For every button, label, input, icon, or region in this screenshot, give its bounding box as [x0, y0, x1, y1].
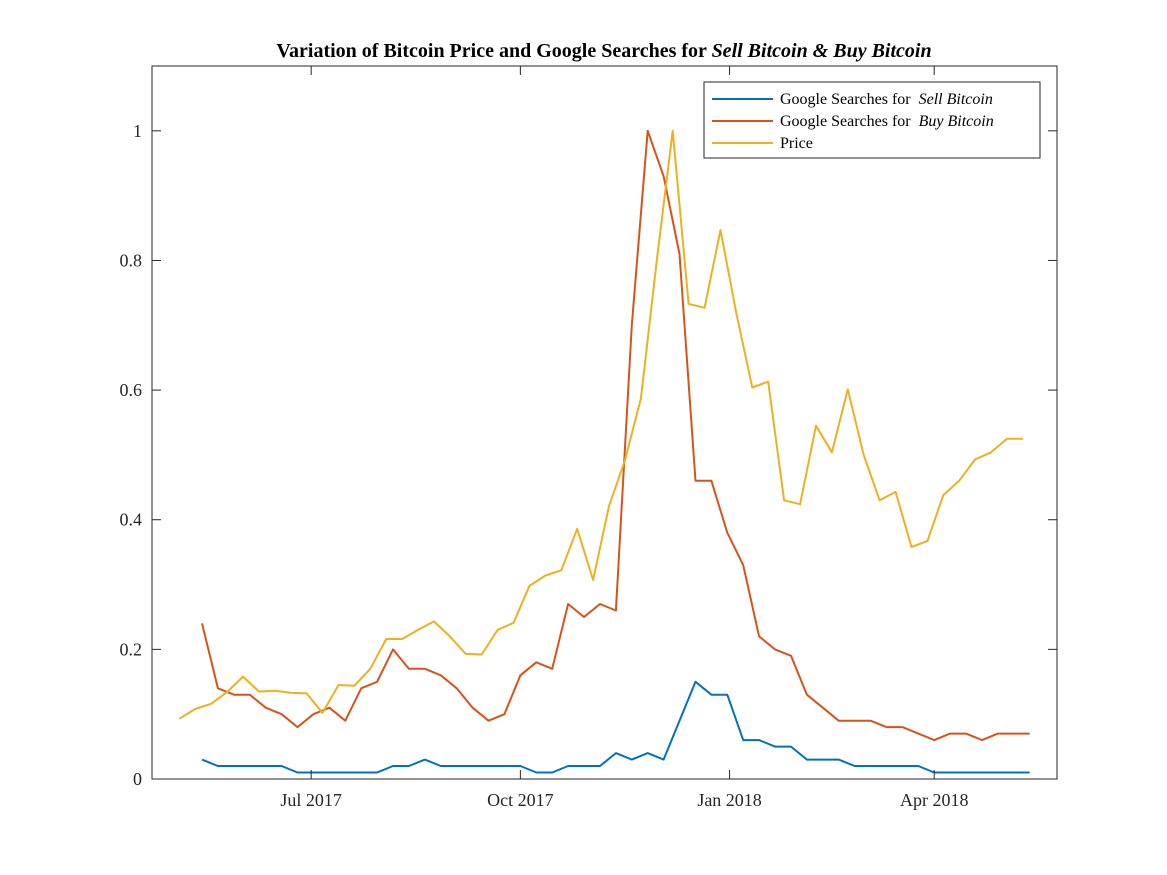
x-axis: Jul 2017 Oct 2017 Jan 2018 Apr 2018	[280, 66, 968, 810]
legend-label-1: Google Searches for Sell Bitcoin	[780, 91, 993, 108]
y-tick-label: 1	[133, 121, 142, 141]
legend-label-highlight: Sell Bitcoin	[919, 91, 993, 108]
series-line-2	[201, 129, 1030, 742]
chart-title-highlight: Sell Bitcoin & Buy Bitcoin	[712, 40, 932, 62]
legend-label-highlight: Buy Bitcoin	[919, 113, 994, 130]
legend-label-prefix: Google Searches for	[780, 113, 915, 130]
legend-label-prefix: Google Searches for	[780, 91, 915, 108]
series-line-3	[178, 129, 1023, 720]
plot-area	[152, 66, 1057, 779]
y-tick-label: 0	[133, 769, 142, 789]
legend-label-3: Price	[780, 135, 813, 152]
y-axis: 0 0.2 0.4 0.6 0.8 1	[120, 121, 1057, 789]
y-tick-label: 0.8	[120, 250, 143, 270]
y-tick-label: 0.6	[120, 380, 143, 400]
axes-background	[152, 66, 1057, 779]
y-tick-label: 0.4	[120, 510, 143, 530]
chart-title: Variation of Bitcoin Price and Google Se…	[276, 40, 931, 62]
x-tick-label: Apr 2018	[900, 790, 969, 810]
x-tick-label: Jul 2017	[280, 790, 342, 810]
series-layer	[178, 129, 1030, 774]
x-tick-label: Oct 2017	[487, 790, 554, 810]
y-tick-label: 0.2	[120, 639, 143, 659]
legend-label-prefix: Price	[780, 135, 813, 152]
series-line-1	[201, 680, 1030, 774]
axes-layer	[151, 65, 1058, 780]
axes-box	[151, 65, 1058, 780]
legend-label-2: Google Searches for Buy Bitcoin	[780, 113, 994, 130]
chart-title-prefix: Variation of Bitcoin Price and Google Se…	[276, 40, 711, 62]
x-tick-label: Jan 2018	[697, 790, 762, 810]
